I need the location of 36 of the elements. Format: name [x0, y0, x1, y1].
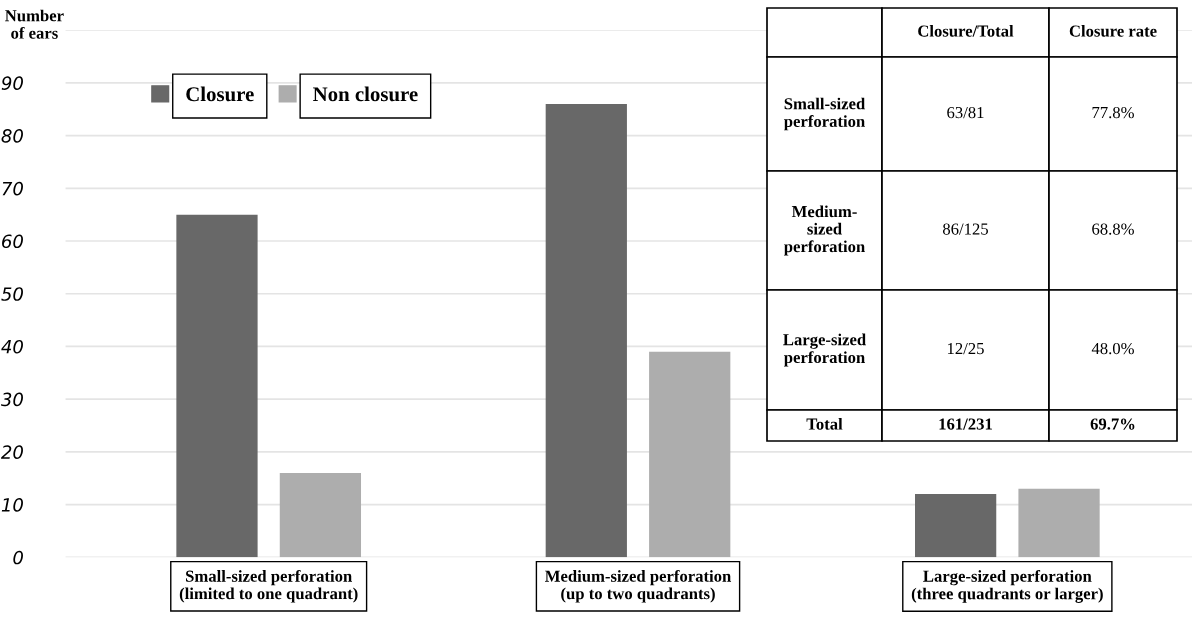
- annotation: Closure/Total: [918, 24, 1014, 37]
- bar: [176, 214, 258, 558]
- x-tick-label: Large-sized perforation (three quadrants or larger): [911, 569, 1103, 603]
- annotation: Large-sized perforation: [783, 333, 866, 367]
- annotation: 63/81: [947, 106, 984, 119]
- annotation: 86/125: [942, 223, 988, 235]
- annotation: Closure rate: [1069, 24, 1157, 37]
- bar: [1018, 488, 1100, 558]
- annotation: 77.8%: [1092, 106, 1134, 119]
- bar: [915, 494, 997, 558]
- x-tick-label: Medium-sized perforation (up to two quadrants): [545, 569, 732, 603]
- annotation: Total: [806, 417, 843, 430]
- annotation: 69.7%: [1090, 418, 1135, 430]
- bar: [545, 103, 627, 558]
- y-tick-label: 50: [1, 287, 23, 301]
- y-tick-label: 70: [2, 181, 23, 196]
- annotation: 161/231: [939, 418, 992, 430]
- y-tick-label: 60: [2, 234, 23, 249]
- y-tick-label: 90: [1, 76, 23, 90]
- y-tick-label: 0: [13, 550, 23, 565]
- y-tick-label: 80: [1, 129, 23, 143]
- annotation: Medium- sized perforation: [783, 205, 865, 256]
- y-tick-label: 30: [0, 392, 23, 407]
- x-tick-label: Small-sized perforation (limited to one quadrant): [179, 569, 358, 603]
- legend-label: Closure: [186, 86, 254, 102]
- y-axis-title: Number of ears: [5, 9, 64, 39]
- bar: [649, 351, 731, 558]
- annotation: 68.8%: [1092, 223, 1134, 235]
- annotation: Small-sized perforation: [783, 97, 866, 131]
- y-tick-label: 40: [1, 339, 23, 354]
- y-tick-label: 20: [0, 445, 23, 459]
- bar: [279, 472, 362, 558]
- y-tick-label: 10: [1, 498, 23, 512]
- annotation: 12/25: [947, 342, 984, 355]
- annotation: 48.0%: [1091, 342, 1134, 355]
- legend-label: Non closure: [313, 86, 418, 102]
